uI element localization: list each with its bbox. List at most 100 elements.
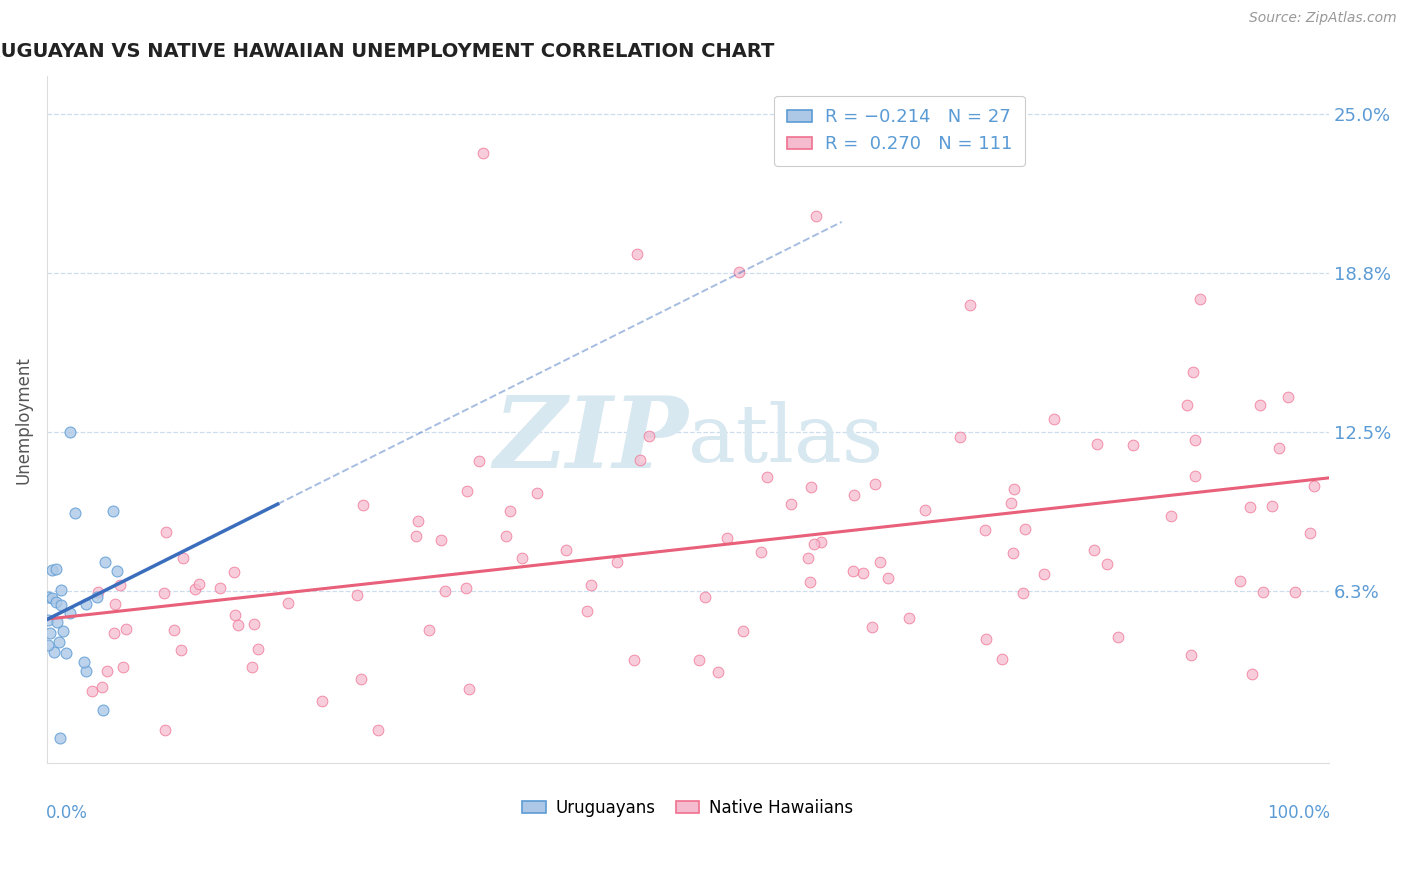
Point [1107, 631, 1129, 645]
Point [1189, 292, 1212, 306]
Point [555, 542, 578, 557]
Point [728, 265, 751, 279]
Point [42, 645, 65, 659]
Point [1184, 433, 1206, 447]
Point [852, 566, 875, 580]
Point [990, 652, 1012, 666]
Point [780, 497, 803, 511]
Point [91, 680, 114, 694]
Point [240, 660, 263, 674]
Point [41, 563, 63, 577]
Point [346, 588, 368, 602]
Point [350, 672, 373, 686]
Point [63, 506, 86, 520]
Point [73, 655, 96, 669]
Point [94, 555, 117, 569]
Point [41, 591, 63, 605]
Point [1299, 526, 1322, 541]
Point [606, 555, 628, 569]
Point [1229, 574, 1251, 588]
Point [471, 145, 494, 160]
Point [55, 646, 77, 660]
Point [512, 551, 534, 566]
Point [52, 624, 75, 638]
Point [59, 606, 82, 620]
Point [45, 615, 67, 629]
Point [495, 529, 517, 543]
Point [1303, 478, 1326, 492]
Point [48, 635, 70, 649]
Point [405, 528, 427, 542]
Point [103, 626, 125, 640]
Point [1240, 667, 1263, 681]
Point [1249, 398, 1271, 412]
Point [707, 665, 730, 679]
Point [37, 590, 59, 604]
Point [731, 624, 754, 638]
Point [110, 578, 132, 592]
Point [1182, 365, 1205, 379]
Point [45, 562, 67, 576]
Point [638, 428, 661, 442]
Point [367, 723, 389, 737]
Point [226, 617, 249, 632]
Text: 100.0%: 100.0% [1267, 805, 1330, 822]
Text: URUGUAYAN VS NATIVE HAWAIIAN UNEMPLOYMENT CORRELATION CHART: URUGUAYAN VS NATIVE HAWAIIAN UNEMPLOYMEN… [0, 42, 775, 61]
Point [59, 425, 82, 440]
Point [112, 659, 135, 673]
Point [799, 575, 821, 590]
Point [1014, 522, 1036, 536]
Point [1083, 542, 1105, 557]
Legend: Uruguayans, Native Hawaiians: Uruguayans, Native Hawaiians [516, 792, 860, 823]
Point [949, 430, 972, 444]
Point [716, 531, 738, 545]
Point [311, 694, 333, 708]
Point [800, 480, 823, 494]
Point [86, 590, 108, 604]
Point [1239, 500, 1261, 514]
Point [1011, 586, 1033, 600]
Point [37, 613, 59, 627]
Point [1251, 584, 1274, 599]
Point [418, 624, 440, 638]
Point [974, 632, 997, 646]
Point [170, 643, 193, 657]
Point [468, 454, 491, 468]
Point [153, 723, 176, 737]
Point [86, 584, 108, 599]
Point [91, 702, 114, 716]
Point [82, 684, 104, 698]
Y-axis label: Unemployment: Unemployment [15, 356, 32, 483]
Point [897, 611, 920, 625]
Point [862, 620, 884, 634]
Point [352, 498, 374, 512]
Point [222, 566, 245, 580]
Point [751, 545, 773, 559]
Point [804, 209, 827, 223]
Point [1001, 546, 1024, 560]
Point [172, 551, 194, 566]
Point [1160, 509, 1182, 524]
Point [188, 577, 211, 591]
Point [869, 555, 891, 569]
Point [1002, 482, 1025, 496]
Point [224, 608, 246, 623]
Point [1085, 437, 1108, 451]
Point [959, 298, 981, 312]
Point [456, 484, 478, 499]
Point [526, 486, 548, 500]
Point [1284, 585, 1306, 599]
Point [155, 524, 177, 539]
Point [406, 514, 429, 528]
Point [499, 504, 522, 518]
Point [1000, 496, 1022, 510]
Point [914, 503, 936, 517]
Point [1097, 557, 1119, 571]
Point [973, 523, 995, 537]
Point [1268, 442, 1291, 456]
Point [842, 488, 865, 502]
Point [277, 596, 299, 610]
Point [430, 533, 453, 548]
Point [1043, 412, 1066, 426]
Point [693, 590, 716, 604]
